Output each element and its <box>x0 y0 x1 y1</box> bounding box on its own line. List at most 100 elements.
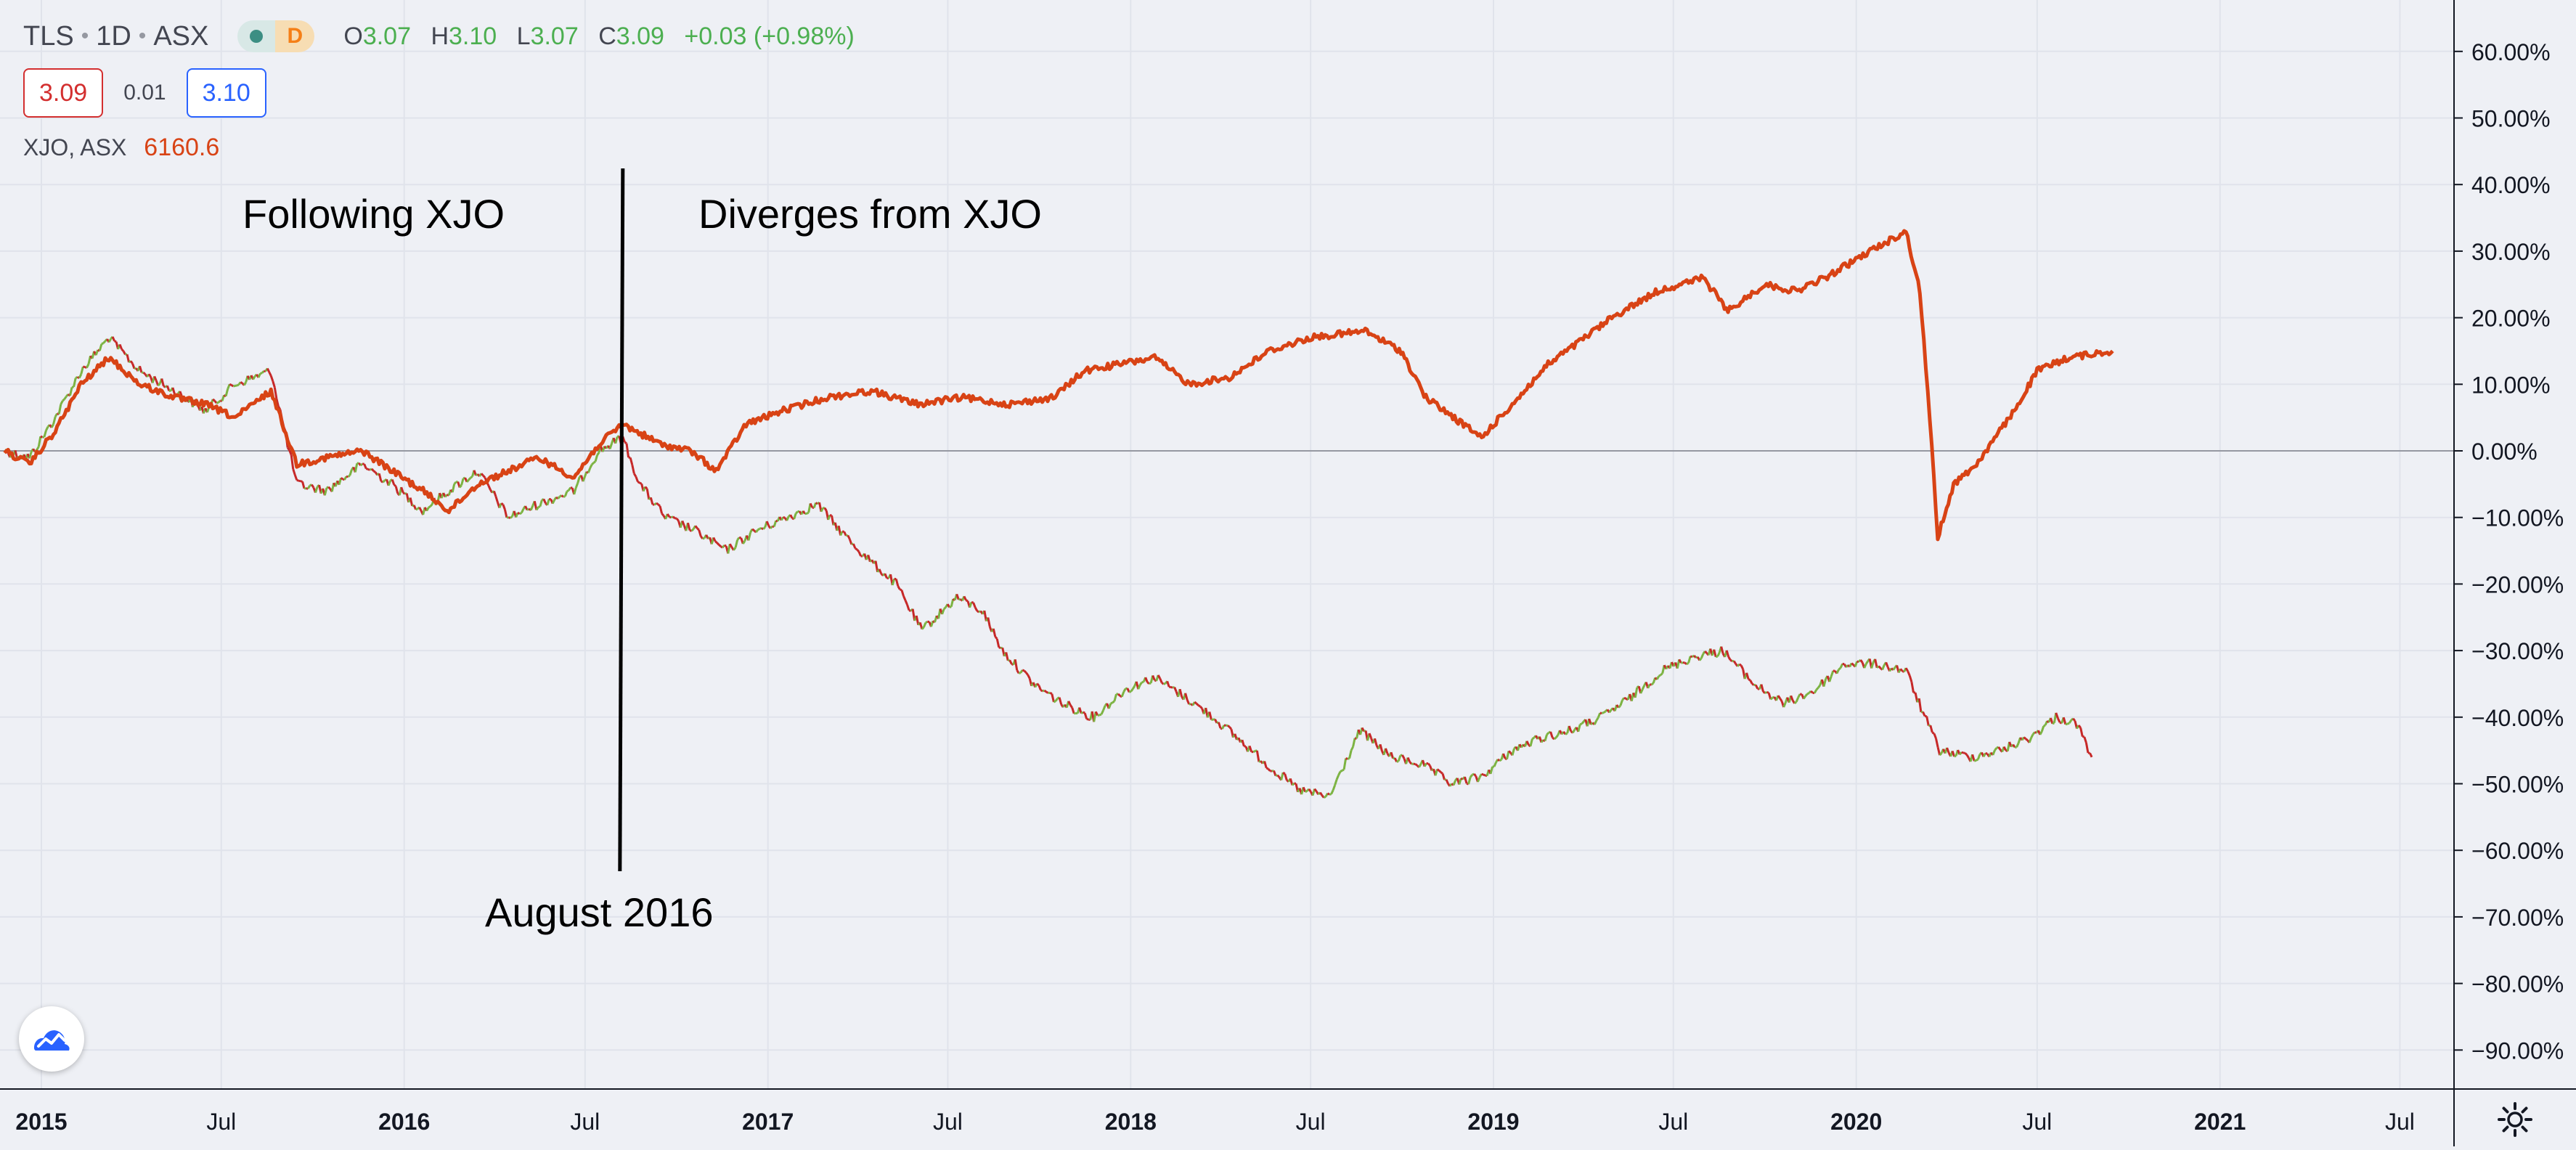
tls-segment <box>571 488 572 489</box>
compare-symbol-name[interactable]: XJO, ASX <box>23 134 126 161</box>
tls-segment <box>1556 735 1558 737</box>
tls-segment <box>722 545 724 547</box>
tls-segment <box>1482 774 1483 775</box>
tls-segment <box>1428 764 1430 766</box>
tls-segment <box>1053 701 1056 702</box>
spread-value: 0.01 <box>123 81 166 105</box>
tls-segment <box>1111 703 1113 704</box>
compare-legend[interactable]: XJO, ASX 6160.6 <box>23 134 219 162</box>
tls-segment <box>232 385 234 386</box>
tls-segment <box>1851 664 1853 665</box>
tls-segment <box>640 483 642 484</box>
tls-segment <box>1652 683 1653 685</box>
tls-segment <box>1070 705 1072 708</box>
tls-segment <box>1818 685 1820 688</box>
tls-segment <box>103 341 105 343</box>
tls-segment <box>1315 789 1317 791</box>
symbol-legend[interactable]: TLS • 1D • ASX D O3.07 H3.10 L3.07 C3.09… <box>23 20 868 52</box>
y-tick-label: −30.00% <box>2471 638 2564 664</box>
market-status-pill[interactable]: D <box>237 20 314 52</box>
buy-price-button[interactable]: 3.10 <box>187 68 266 118</box>
close-key: C <box>598 23 616 50</box>
tls-segment <box>510 516 513 518</box>
bid-ask-row: 3.09 0.01 3.10 <box>23 68 266 118</box>
tls-segment <box>1438 770 1439 771</box>
tls-segment <box>115 341 116 342</box>
tls-segment <box>1811 691 1812 693</box>
tls-segment <box>65 396 67 399</box>
tls-segment <box>1602 713 1604 714</box>
tls-segment <box>696 526 697 528</box>
tls-segment <box>638 482 640 484</box>
tls-segment <box>301 481 303 482</box>
symbol-name[interactable]: TLS <box>23 21 74 52</box>
tls-segment <box>1415 764 1417 765</box>
tls-segment <box>240 382 242 383</box>
tls-segment <box>428 506 431 507</box>
sell-price-button[interactable]: 3.09 <box>23 68 103 118</box>
tls-segment <box>131 361 132 364</box>
tls-segment <box>1328 794 1330 795</box>
y-tick-label: 50.00% <box>2471 106 2551 132</box>
tls-segment <box>2026 739 2027 741</box>
tls-segment <box>1164 683 1165 684</box>
tls-segment <box>1229 727 1231 729</box>
tls-segment <box>1045 690 1047 692</box>
open-key: O <box>343 23 362 50</box>
tls-segment <box>796 512 797 513</box>
tls-segment <box>328 487 330 489</box>
tls-segment <box>1283 772 1285 774</box>
y-tick-label: −90.00% <box>2471 1037 2564 1064</box>
tls-segment <box>374 471 376 473</box>
y-tick-label: 60.00% <box>2471 39 2551 65</box>
tls-segment <box>2044 725 2045 727</box>
tls-segment <box>229 384 232 385</box>
tls-segment <box>1901 669 1902 671</box>
tls-segment <box>1565 733 1568 734</box>
tls-segment <box>1547 733 1549 734</box>
market-open-dot-icon <box>250 30 263 43</box>
tls-segment <box>1866 661 1867 664</box>
x-tick-label: 2018 <box>1105 1109 1157 1135</box>
tls-segment <box>1278 775 1280 778</box>
tls-segment <box>624 442 627 444</box>
y-tick-label: −10.00% <box>2471 505 2564 531</box>
tls-segment <box>1037 684 1039 685</box>
tls-segment <box>922 627 924 629</box>
interval-label[interactable]: 1D <box>96 21 131 52</box>
tls-segment <box>926 621 928 622</box>
tls-segment <box>469 478 470 480</box>
tls-segment <box>1716 656 1717 657</box>
tls-segment <box>1112 701 1114 703</box>
tls-segment <box>2079 725 2081 728</box>
tls-segment <box>253 376 255 379</box>
x-tick-label: 2016 <box>378 1109 430 1135</box>
tls-segment <box>1817 688 1819 690</box>
tradingview-logo-button[interactable] <box>19 1006 84 1072</box>
tls-segment <box>1734 661 1735 664</box>
tls-segment <box>1118 694 1120 696</box>
change-value: +0.03 (+0.98%) <box>684 23 854 50</box>
tls-segment <box>1149 683 1151 684</box>
exchange-label: ASX <box>153 21 208 52</box>
tls-segment <box>216 403 219 404</box>
annotation-diverges-from-xjo: Diverges from XJO <box>698 190 1042 237</box>
tls-segment <box>1660 674 1662 675</box>
tls-segment <box>1580 724 1581 725</box>
tls-segment <box>2053 723 2054 724</box>
tls-segment <box>1771 698 1773 699</box>
tls-segment <box>1795 702 1796 704</box>
tls-segment <box>1021 670 1022 673</box>
tls-segment <box>594 462 595 463</box>
tls-segment <box>297 480 299 481</box>
chart-settings-button[interactable] <box>2492 1096 2538 1143</box>
tls-segment <box>1410 762 1412 764</box>
tls-segment <box>1767 692 1769 693</box>
tls-segment <box>669 517 672 518</box>
tls-segment <box>1083 712 1085 713</box>
tls-segment <box>215 401 217 403</box>
tls-segment <box>1340 770 1342 771</box>
tls-segment <box>758 529 759 530</box>
